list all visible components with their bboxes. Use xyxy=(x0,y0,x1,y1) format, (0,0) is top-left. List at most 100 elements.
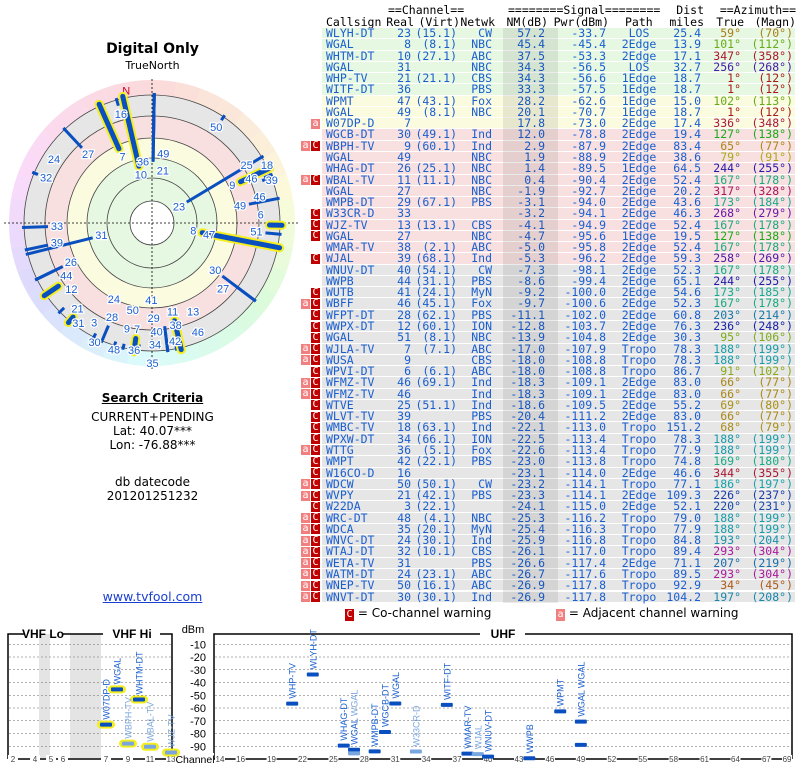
cell-callsign[interactable]: WPVI-DT xyxy=(326,364,375,379)
station-row[interactable]: WNVC-DT 24 (30.1) Ind -25.9 -116.8 Tropo 84.8 19… xyxy=(322,533,795,548)
cell-callsign[interactable]: WITF-DT xyxy=(326,82,375,97)
station-row[interactable]: WFMZ-TV 46 (69.1) Ind -18.3 -109.1 2Edge 83.0 66… xyxy=(322,375,795,390)
cell-callsign[interactable]: WMAR-TV xyxy=(326,240,375,255)
cell-callsign[interactable]: WGAL xyxy=(326,228,354,243)
cell-callsign[interactable]: WTAJ-DT xyxy=(326,544,375,559)
station-row[interactable]: WUSA 9 CBS -18.0 -108.8 Tropo 78.3 188° (199°) xyxy=(322,352,795,367)
cell-callsign[interactable]: WPMT xyxy=(326,93,354,108)
station-row[interactable]: WNVT-DT 30 (30.1) Ind -26.9 -117.8 Tropo 104.2 1… xyxy=(322,589,795,604)
station-row[interactable]: WDCW 50 (50.1) CW -23.2 -114.1 Tropo 77.1 186° (1… xyxy=(322,478,795,491)
station-row[interactable]: WGAL 27 NBC -1.9 -92.7 2Edge 20.2 317° (328°) xyxy=(322,183,795,198)
station-row[interactable]: WMBC-TV 18 (63.1) Ind -22.1 -113.0 Tropo 151.2 6… xyxy=(322,420,795,435)
station-row[interactable]: W16CO-D 16 -23.1 -114.0 2Edge 46.6 344° (355°) xyxy=(322,465,795,480)
station-row[interactable]: W07DP-D 7 17.8 -73.0 2Edge 17.4 336° (348°) xyxy=(322,116,795,131)
cell-callsign[interactable]: WMPT xyxy=(326,454,354,469)
cell-callsign[interactable]: WJAL xyxy=(326,251,354,266)
station-row[interactable]: WPVI-DT 6 (6.1) ABC -18.0 -108.8 Tropo 86.7 91° (… xyxy=(322,364,795,379)
cell-callsign[interactable]: WFPT-DT xyxy=(326,307,375,322)
cell-callsign[interactable]: WNUV-DT xyxy=(326,262,375,277)
station-row[interactable]: WATM-DT 24 (23.1) ABC -26.7 -117.6 Tropo 89.5 29… xyxy=(322,566,795,581)
station-row[interactable]: WGAL 31 NBC 34.3 -56.5 LOS 32.7 256° (268°) xyxy=(322,59,795,74)
station-row[interactable]: WTAJ-DT 32 (10.1) CBS -26.1 -117.0 Tropo 89.4 29… xyxy=(322,544,795,559)
cell-callsign[interactable]: WJZ-TV xyxy=(326,217,368,232)
cell-callsign[interactable]: WNVT-DT xyxy=(326,589,375,604)
cell-callsign[interactable]: WGCB-DT xyxy=(326,127,375,142)
station-row[interactable]: WNUV-DT 40 (54.1) CW -7.3 -98.1 2Edge 52.3 167° (… xyxy=(322,262,795,277)
cell-callsign[interactable]: WGAL xyxy=(326,104,354,119)
station-row[interactable]: WGAL 8 (8.1) NBC 45.4 -45.4 2Edge 13.9 101° (112°… xyxy=(322,37,795,52)
station-row[interactable]: WLVT-TV 39 PBS -20.4 -111.2 2Edge 83.0 66° (77°) xyxy=(322,409,795,424)
station-row[interactable]: WPXW-DT 34 (66.1) ION -22.5 -113.4 Tropo 78.3 18… xyxy=(322,431,795,446)
station-row[interactable]: WHP-TV 21 (21.1) CBS 34.3 -56.6 1Edge 18.7 1° (12… xyxy=(322,71,795,86)
cell-callsign[interactable]: WJLA-TV xyxy=(326,341,375,356)
station-row[interactable]: WFPT-DT 28 (62.1) PBS -11.1 -102.0 2Edge 60.8 20… xyxy=(322,307,795,322)
cell-callsign[interactable]: WBAL-TV xyxy=(326,172,375,187)
cell-callsign[interactable]: WNVC-DT xyxy=(326,533,375,548)
cell-callsign[interactable]: WETA-TV xyxy=(326,555,375,570)
station-row[interactable]: WBFF 46 (45.1) Fox -9.7 -100.6 2Edge 52.3 167° (1… xyxy=(322,296,795,311)
station-row[interactable]: WJLA-TV 7 (7.1) ABC -17.0 -107.9 Tropo 78.3 188°… xyxy=(322,341,795,356)
station-row[interactable]: WTTG 36 (5.1) Fox -22.6 -113.4 Tropo 77.9 188° (1… xyxy=(322,442,795,457)
cell-callsign[interactable]: WWPB xyxy=(326,273,354,288)
station-row[interactable]: WGAL 27 NBC -4.7 -95.6 1Edge 19.5 127° (138°) xyxy=(322,228,795,243)
station-row[interactable]: WUTB 41 (24.1) MyN -9.2 -100.0 2Edge 54.6 173° (1… xyxy=(322,285,795,300)
cell-callsign[interactable]: W22DA xyxy=(326,499,361,514)
cell-callsign[interactable]: WBFF xyxy=(326,296,354,311)
station-row[interactable]: WWPB 44 (31.1) PBS -8.6 -99.4 2Edge 65.1 244° (25… xyxy=(322,273,795,288)
cell-callsign[interactable]: WGAL xyxy=(326,37,354,52)
station-row[interactable]: WDCA 35 (20.1) MyN -25.4 -116.3 Tropo 77.9 188° (… xyxy=(322,521,795,536)
station-row[interactable]: WWPX-DT 12 (60.1) ION -12.8 -103.7 2Edge 76.3 23… xyxy=(322,319,795,334)
station-row[interactable]: W33CR-D 33 -3.2 -94.1 2Edge 46.3 268° (279°) xyxy=(322,206,795,221)
cell-callsign[interactable]: WATM-DT xyxy=(326,566,375,581)
tvfool-link[interactable]: www.tvfool.com xyxy=(102,589,203,604)
cell-callsign[interactable]: WGAL xyxy=(326,183,354,198)
cell-callsign[interactable]: WHTM-DT xyxy=(326,48,375,63)
cell-callsign[interactable]: W33CR-D xyxy=(326,206,375,221)
station-row[interactable]: WHTM-DT 10 (27.1) ABC 37.5 -53.3 2Edge 17.1 347°… xyxy=(322,48,795,63)
cell-callsign[interactable]: W16CO-D xyxy=(326,465,375,480)
station-row[interactable]: WGCB-DT 30 (49.1) Ind 12.0 -78.8 2Edge 19.4 127°… xyxy=(322,127,795,142)
station-row[interactable]: WGAL 49 NBC 1.9 -88.9 2Edge 38.6 79° (91°) xyxy=(322,149,795,164)
cell-callsign[interactable]: WUSA xyxy=(326,352,354,367)
cell-callsign[interactable]: W07DP-D xyxy=(326,116,375,131)
station-row[interactable]: WTVE 25 (51.1) Ind -18.6 -109.5 2Edge 55.2 69° (8… xyxy=(322,397,795,412)
station-row[interactable]: WHAG-DT 26 (25.1) NBC 1.4 -89.5 1Edge 64.5 244° (… xyxy=(322,161,795,176)
cell-callsign[interactable]: WGAL xyxy=(326,330,354,345)
cell-callsign[interactable]: WGAL xyxy=(326,149,354,164)
cell-callsign[interactable]: WMBC-TV xyxy=(326,420,375,435)
station-row[interactable]: WNEP-TV 50 (16.1) ABC -26.9 -117.8 Tropo 92.9 34… xyxy=(322,578,795,593)
cell-callsign[interactable]: WRC-DT xyxy=(326,510,368,525)
station-row[interactable]: W22DA 3 (22.1) -24.1 -115.0 2Edge 52.1 220° (231… xyxy=(322,499,795,514)
station-row[interactable]: WMAR-TV 38 (2.1) ABC -5.0 -95.8 2Edge 52.4 167° (… xyxy=(322,240,795,255)
cell-callsign[interactable]: WBPH-TV xyxy=(326,138,375,153)
cell-callsign[interactable]: WNEP-TV xyxy=(326,578,375,593)
station-row[interactable]: WPMT 47 (43.1) Fox 28.2 -62.6 1Edge 15.0 102° (11… xyxy=(322,93,795,108)
cell-callsign[interactable]: WFMZ-TV xyxy=(326,386,375,401)
cell-callsign[interactable]: WHP-TV xyxy=(326,71,368,86)
station-row[interactable]: WITF-DT 36 PBS 33.3 -57.5 1Edge 18.7 1° (12°) xyxy=(322,82,795,97)
cell-callsign[interactable]: WFMZ-TV xyxy=(326,375,375,390)
cell-callsign[interactable]: WTVE xyxy=(326,397,354,412)
station-row[interactable]: WJZ-TV 13 (13.1) CBS -4.1 -94.9 2Edge 52.4 167° (… xyxy=(322,217,795,232)
station-row[interactable]: WBPH-TV 9 (60.1) Ind 2.9 -87.9 2Edge 83.4 65° (77… xyxy=(322,138,795,153)
station-row[interactable]: WETA-TV 31 PBS -26.6 -117.4 2Edge 71.1 207° (219… xyxy=(322,555,795,570)
station-row[interactable]: WMPT 42 (22.1) PBS -23.0 -113.8 Tropo 74.8 169° (… xyxy=(322,454,795,469)
cell-callsign[interactable]: WTTG xyxy=(326,442,354,457)
cell-callsign[interactable]: WPXW-DT xyxy=(326,431,375,446)
station-row[interactable]: WMPB-DT 29 (67.1) PBS -3.1 -94.0 2Edge 43.6 173°… xyxy=(322,195,795,210)
station-row[interactable]: WGAL 51 (8.1) NBC -13.9 -104.8 2Edge 30.3 95° (10… xyxy=(322,330,795,345)
station-row[interactable]: WJAL 39 (68.1) Ind -5.3 -96.2 2Edge 59.3 258° (26… xyxy=(322,251,795,266)
cell-callsign[interactable]: WLVT-TV xyxy=(326,409,375,424)
cell-callsign[interactable]: WVPY xyxy=(326,488,354,503)
cell-callsign[interactable]: WWPX-DT xyxy=(326,319,375,334)
cell-callsign[interactable]: WLYH-DT xyxy=(326,26,375,40)
station-row[interactable]: WRC-DT 48 (4.1) NBC -25.3 -116.2 Tropo 79.0 188°… xyxy=(322,510,795,525)
cell-callsign[interactable]: WMPB-DT xyxy=(326,195,375,210)
cell-callsign[interactable]: WHAG-DT xyxy=(326,161,375,176)
cell-callsign[interactable]: WUTB xyxy=(326,285,354,300)
station-row[interactable]: WGAL 49 (8.1) NBC 20.1 -70.7 1Edge 18.7 1° (12°) xyxy=(322,104,795,119)
station-row[interactable]: WBAL-TV 11 (11.1) NBC 0.4 -90.4 2Edge 52.4 167° (… xyxy=(322,172,795,187)
station-row[interactable]: WVPY 21 (42.1) PBS -23.3 -114.1 2Edge 109.3 226°… xyxy=(322,488,795,503)
cell-callsign[interactable]: WGAL xyxy=(326,59,354,74)
cell-callsign[interactable]: WDCA xyxy=(326,521,354,536)
